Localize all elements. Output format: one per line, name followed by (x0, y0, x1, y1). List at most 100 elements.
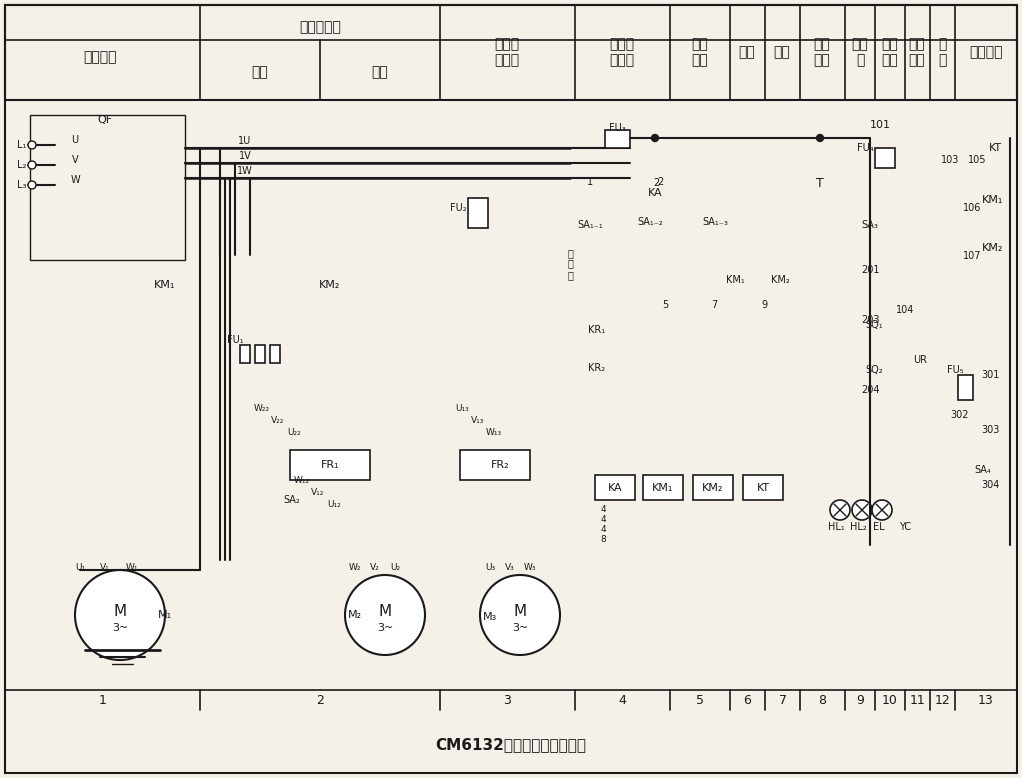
Text: U₁₃: U₁₃ (455, 404, 469, 412)
Text: 7: 7 (711, 300, 717, 310)
Text: KM₂: KM₂ (702, 483, 724, 493)
Text: 8: 8 (819, 693, 827, 706)
Bar (290, 450, 370, 480)
Text: 变压
器: 变压 器 (851, 37, 869, 67)
Circle shape (817, 135, 824, 142)
Text: V₂: V₂ (370, 562, 380, 572)
Text: 主轴电动机: 主轴电动机 (299, 20, 341, 34)
Text: SA₄: SA₄ (975, 465, 991, 475)
Bar (595, 475, 635, 500)
Text: 1W: 1W (237, 166, 252, 176)
Bar (693, 475, 733, 500)
Text: FU₃: FU₃ (609, 123, 625, 133)
Text: W₁₂: W₁₂ (294, 475, 310, 485)
Text: 1V: 1V (238, 151, 251, 161)
Circle shape (28, 141, 36, 149)
Text: 105: 105 (968, 155, 986, 165)
Text: 104: 104 (896, 305, 915, 315)
Text: 4: 4 (600, 516, 606, 524)
Text: KR₂: KR₂ (589, 363, 606, 373)
Text: 中: 中 (567, 258, 573, 268)
Text: 1: 1 (98, 693, 106, 706)
Text: 下: 下 (567, 270, 573, 280)
Text: UR: UR (913, 355, 927, 365)
Text: M₃: M₃ (482, 612, 497, 622)
Text: KT: KT (988, 143, 1002, 153)
Text: 107: 107 (963, 251, 981, 261)
Text: 照
明: 照 明 (938, 37, 946, 67)
Text: U₁₂: U₁₂ (327, 499, 341, 509)
Text: 302: 302 (950, 410, 969, 420)
Text: QF: QF (97, 115, 112, 125)
Text: KM₂: KM₂ (319, 280, 340, 290)
Text: 203: 203 (861, 315, 879, 325)
Text: 启动
停止: 启动 停止 (692, 37, 708, 67)
Circle shape (28, 181, 36, 189)
Bar (468, 198, 487, 228)
Text: 9: 9 (761, 300, 768, 310)
Text: 液压泵
电动机: 液压泵 电动机 (609, 37, 635, 67)
Text: SQ₂: SQ₂ (866, 365, 883, 375)
Text: EL: EL (873, 522, 885, 532)
Text: 201: 201 (861, 265, 879, 275)
Text: 3: 3 (504, 693, 511, 706)
Bar (30, 115, 185, 260)
Text: 2: 2 (316, 693, 324, 706)
Text: 正转: 正转 (739, 45, 755, 59)
Text: U₂₂: U₂₂ (287, 427, 300, 436)
Text: 1U: 1U (238, 136, 251, 146)
Text: 电源
指示: 电源 指示 (882, 37, 898, 67)
Bar (958, 375, 973, 400)
Text: SA₃: SA₃ (862, 220, 879, 230)
Text: L₂: L₂ (17, 160, 27, 170)
Text: 8: 8 (600, 535, 606, 545)
Bar (5, 5, 1017, 100)
Text: SA₂: SA₂ (284, 495, 300, 505)
Text: W₁₃: W₁₃ (485, 427, 502, 436)
Bar (460, 450, 530, 480)
Text: 制动
延时: 制动 延时 (814, 37, 830, 67)
Text: HL₂: HL₂ (849, 522, 867, 532)
Circle shape (480, 575, 560, 655)
Text: FU₄: FU₄ (856, 143, 874, 153)
Text: 10: 10 (882, 693, 898, 706)
Text: M: M (378, 605, 391, 619)
Text: V: V (72, 155, 79, 165)
Text: V₁₃: V₁₃ (471, 415, 484, 425)
Text: FU₁: FU₁ (227, 335, 243, 345)
Text: 反转: 反转 (372, 65, 388, 79)
Text: 9: 9 (856, 693, 864, 706)
Bar (643, 475, 683, 500)
Circle shape (852, 500, 872, 520)
Text: V₂₂: V₂₂ (271, 415, 285, 425)
Text: 3~: 3~ (512, 623, 528, 633)
Circle shape (872, 500, 892, 520)
Bar (270, 345, 280, 363)
Text: SQ₁: SQ₁ (866, 320, 883, 330)
Text: KT: KT (756, 483, 770, 493)
Text: FU₂: FU₂ (450, 203, 466, 213)
Circle shape (75, 570, 165, 660)
Text: W₂: W₂ (349, 562, 361, 572)
Text: W: W (71, 175, 80, 185)
Text: 4: 4 (600, 525, 606, 534)
Text: KR₁: KR₁ (589, 325, 606, 335)
Text: W₂₂: W₂₂ (253, 404, 270, 412)
Text: 3~: 3~ (377, 623, 393, 633)
Text: KM₁: KM₁ (726, 275, 744, 285)
Text: L₃: L₃ (17, 180, 27, 190)
Text: U: U (72, 135, 79, 145)
Text: M: M (513, 605, 526, 619)
Text: 13: 13 (978, 693, 993, 706)
Bar (240, 345, 250, 363)
Text: 正转: 正转 (251, 65, 269, 79)
Text: 1: 1 (587, 177, 593, 187)
Text: 103: 103 (941, 155, 960, 165)
Text: KM₂: KM₂ (771, 275, 789, 285)
Text: FR₂: FR₂ (491, 460, 509, 470)
Text: U₁: U₁ (75, 562, 85, 572)
Bar (605, 130, 630, 148)
Text: 4: 4 (618, 693, 626, 706)
Text: CM6132型车床电气控制电路: CM6132型车床电气控制电路 (435, 738, 587, 752)
Text: 12: 12 (935, 693, 950, 706)
